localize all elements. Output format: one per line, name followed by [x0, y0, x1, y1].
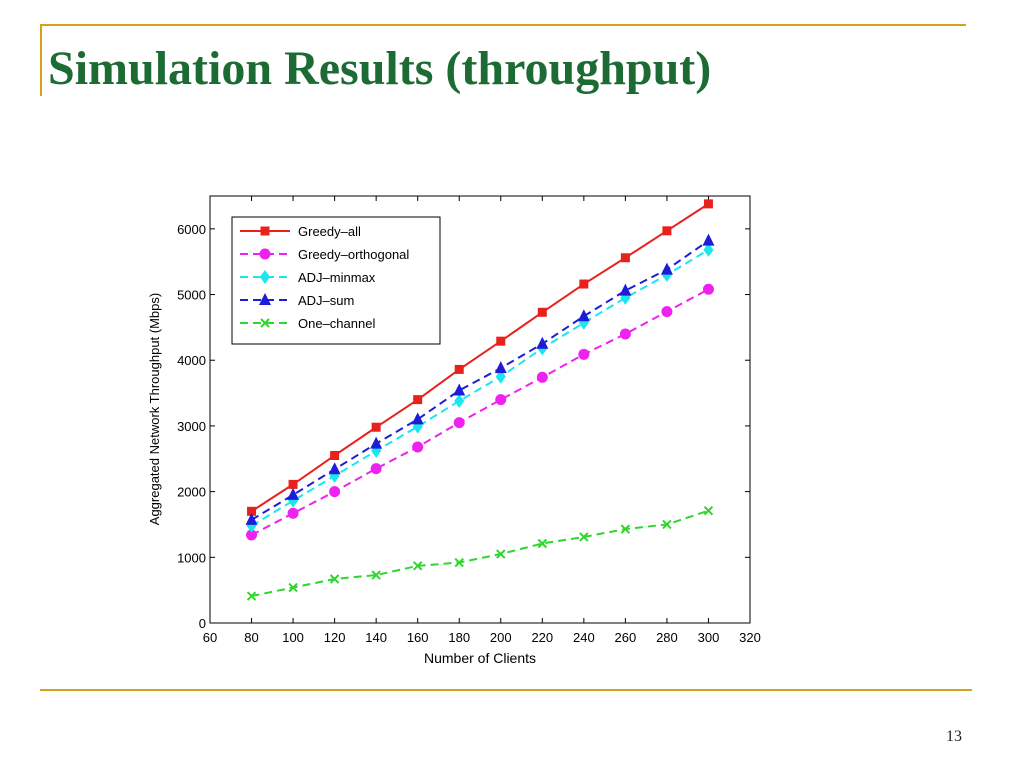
legend-label: Greedy–all: [298, 224, 361, 239]
x-tick-label: 60: [203, 630, 217, 645]
series-line: [250, 203, 710, 513]
data-point: [537, 538, 548, 549]
data-point: [619, 328, 631, 340]
x-tick-label: 260: [615, 630, 637, 645]
data-point: [329, 486, 341, 498]
y-tick-label: 3000: [177, 419, 206, 434]
data-point: [619, 283, 632, 296]
x-axis-label: Number of Clients: [424, 650, 536, 666]
data-point: [495, 394, 507, 406]
data-point: [246, 529, 258, 541]
x-tick-label: 220: [531, 630, 553, 645]
series-4: [245, 233, 715, 525]
data-point: [660, 262, 673, 275]
legend-marker: [260, 270, 270, 284]
series-1: [247, 199, 713, 516]
legend-label: One–channel: [298, 316, 375, 331]
legend-label: Greedy–orthogonal: [298, 247, 409, 262]
x-tick-label: 320: [739, 630, 761, 645]
x-tick-label: 140: [365, 630, 387, 645]
x-tick-label: 300: [698, 630, 720, 645]
data-point: [413, 395, 423, 405]
data-point: [287, 507, 299, 519]
data-point: [661, 306, 673, 318]
data-point: [371, 570, 381, 580]
data-point: [330, 450, 340, 460]
series-5: [246, 505, 714, 601]
data-point: [287, 487, 300, 500]
data-point: [370, 463, 382, 475]
data-point: [412, 561, 423, 571]
y-tick-label: 0: [199, 616, 206, 631]
data-point: [247, 506, 257, 516]
data-point: [329, 574, 340, 584]
data-point: [702, 233, 715, 246]
legend-marker: [259, 293, 271, 305]
data-point: [454, 364, 464, 374]
data-point: [454, 557, 464, 568]
data-point: [453, 383, 466, 396]
data-point: [536, 336, 549, 349]
y-tick-label: 5000: [177, 288, 206, 303]
data-point: [453, 417, 465, 429]
slide-title: Simulation Results (throughput): [48, 42, 712, 95]
data-point: [288, 582, 298, 593]
data-point: [662, 226, 672, 236]
x-tick-label: 200: [490, 630, 512, 645]
x-tick-label: 280: [656, 630, 678, 645]
data-point: [579, 532, 589, 542]
data-point: [411, 412, 424, 425]
y-tick-label: 6000: [177, 222, 206, 237]
y-tick-label: 1000: [177, 550, 206, 565]
data-point: [454, 393, 465, 408]
x-tick-label: 100: [282, 630, 304, 645]
data-point: [412, 441, 424, 453]
data-point: [620, 253, 630, 263]
data-point: [702, 283, 714, 295]
y-tick-label: 4000: [177, 353, 206, 368]
series-2: [246, 283, 714, 541]
series-line: [251, 239, 710, 521]
left-rule: [40, 24, 42, 96]
data-point: [246, 591, 257, 601]
legend-marker: [260, 226, 270, 236]
data-point: [537, 307, 547, 317]
top-rule: [40, 24, 966, 26]
data-point: [494, 361, 507, 374]
data-point: [703, 242, 714, 257]
page-number: 13: [946, 728, 962, 745]
series-line: [251, 249, 709, 527]
legend-marker: [260, 318, 270, 328]
throughput-chart: 60 80 100 120 140 160 180 200 220 240 260 280 300 320…: [147, 195, 761, 666]
data-point: [288, 479, 298, 489]
data-point: [495, 369, 506, 384]
legend-marker: [259, 248, 271, 260]
data-point: [371, 422, 381, 432]
x-tick-label: 120: [324, 630, 346, 645]
data-point: [536, 371, 548, 383]
data-point: [579, 279, 589, 289]
data-point: [703, 505, 714, 516]
data-point: [620, 524, 631, 534]
y-tick-label: 2000: [177, 485, 206, 500]
bottom-rule: [40, 689, 972, 691]
legend-label: ADJ–sum: [298, 293, 354, 308]
series-line: [251, 288, 709, 536]
data-point: [577, 309, 590, 322]
x-tick-label: 240: [573, 630, 595, 645]
x-tick-label: 160: [407, 630, 429, 645]
x-tick-label: 80: [244, 630, 258, 645]
data-point: [496, 336, 506, 346]
data-point: [245, 512, 258, 525]
y-axis-label: Aggregated Network Throughput (Mbps): [147, 293, 162, 525]
data-point: [662, 519, 672, 530]
data-point: [496, 549, 506, 559]
data-point: [370, 436, 383, 449]
data-point: [328, 462, 341, 475]
data-point: [578, 348, 590, 360]
legend-label: ADJ–minmax: [298, 270, 376, 285]
x-tick-label: 180: [448, 630, 470, 645]
data-point: [703, 199, 713, 209]
